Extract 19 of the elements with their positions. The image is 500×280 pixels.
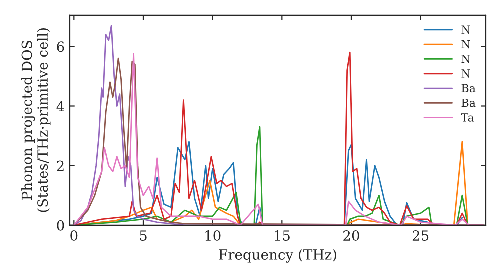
x-tick-label: 20 — [344, 230, 360, 242]
legend-label: Ba — [462, 98, 476, 108]
y-axis-title: Phonon projected DOS (States/THz·primitive cell) — [22, 28, 51, 212]
legend-label: N — [462, 40, 470, 49]
x-tick-label: 10 — [206, 230, 221, 242]
x-tick-label: 25 — [412, 230, 429, 242]
legend-label: Ta — [461, 114, 474, 122]
x-axis-title: Frequency (THz) — [219, 249, 336, 263]
y-tick-label: 2 — [57, 160, 64, 172]
y-tick-label: 6 — [57, 42, 64, 52]
x-tick-label: 5 — [140, 230, 147, 242]
x-tick-label: 0 — [70, 230, 78, 242]
y-tick-label: 0 — [57, 220, 64, 231]
legend-label: N — [462, 55, 470, 64]
x-tick-label: 15 — [275, 230, 290, 242]
legend-label: N — [462, 70, 470, 78]
legend-label: N — [462, 26, 470, 34]
y-tick-label: 4 — [56, 101, 64, 112]
legend-label: Ba — [462, 84, 476, 93]
